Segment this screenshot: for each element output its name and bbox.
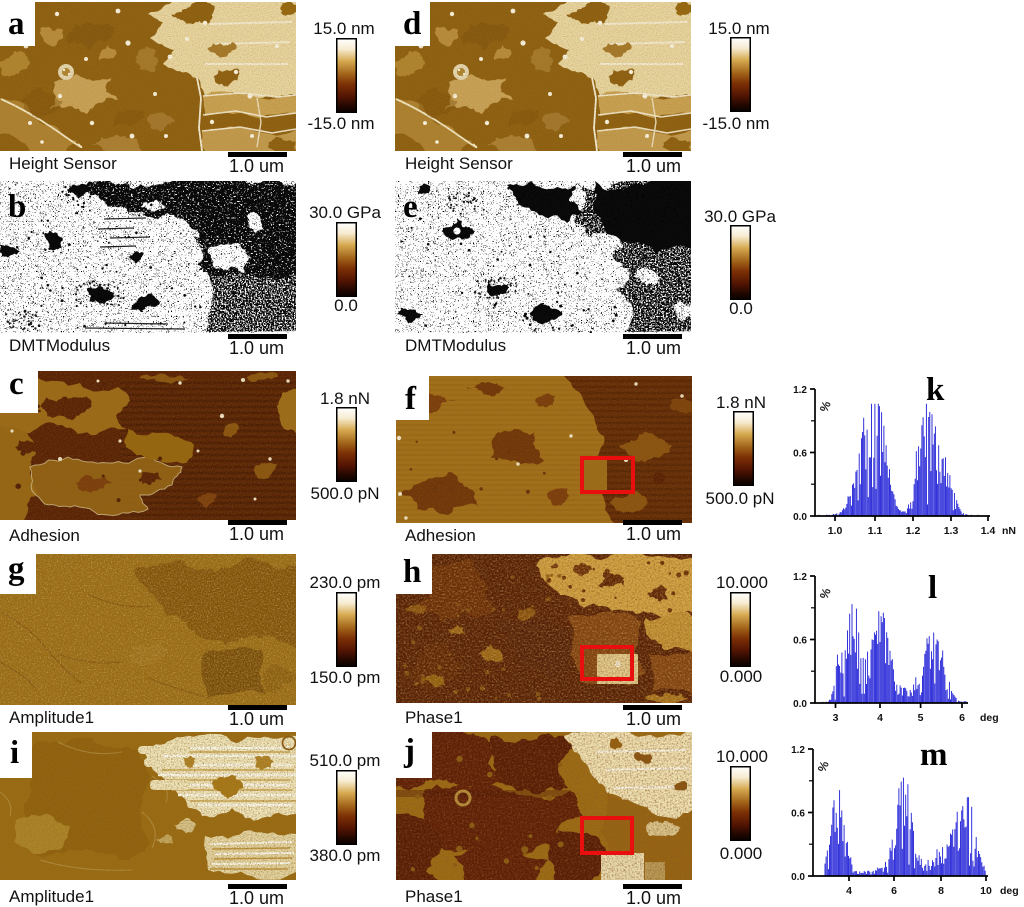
svg-text:0.6: 0.6 <box>793 449 807 460</box>
svg-text:3: 3 <box>833 712 839 724</box>
svg-text:0.6: 0.6 <box>791 809 805 820</box>
svg-text:1.2: 1.2 <box>793 572 807 583</box>
svg-text:4: 4 <box>846 885 852 897</box>
svg-text:1.3: 1.3 <box>944 525 959 537</box>
svg-text:10: 10 <box>980 885 992 897</box>
svg-text:4: 4 <box>877 712 883 724</box>
svg-text:0.0: 0.0 <box>793 512 807 523</box>
svg-text:1.2: 1.2 <box>793 385 807 396</box>
svg-text:1.4: 1.4 <box>981 525 996 537</box>
svg-text:0.0: 0.0 <box>791 872 805 883</box>
svg-text:0.0: 0.0 <box>793 699 807 710</box>
svg-text:6: 6 <box>891 885 897 897</box>
svg-text:1.1: 1.1 <box>868 525 883 537</box>
svg-text:5: 5 <box>918 712 924 724</box>
svg-text:0.6: 0.6 <box>793 636 807 647</box>
svg-text:1.0: 1.0 <box>828 525 843 537</box>
svg-text:%: % <box>815 759 832 774</box>
svg-text:deg: deg <box>980 712 999 724</box>
svg-text:nN: nN <box>1002 525 1016 537</box>
svg-text:deg: deg <box>1000 885 1019 897</box>
svg-text:8: 8 <box>938 885 944 897</box>
svg-text:1.2: 1.2 <box>791 745 805 756</box>
svg-text:6: 6 <box>959 712 965 724</box>
svg-text:1.2: 1.2 <box>906 525 921 537</box>
